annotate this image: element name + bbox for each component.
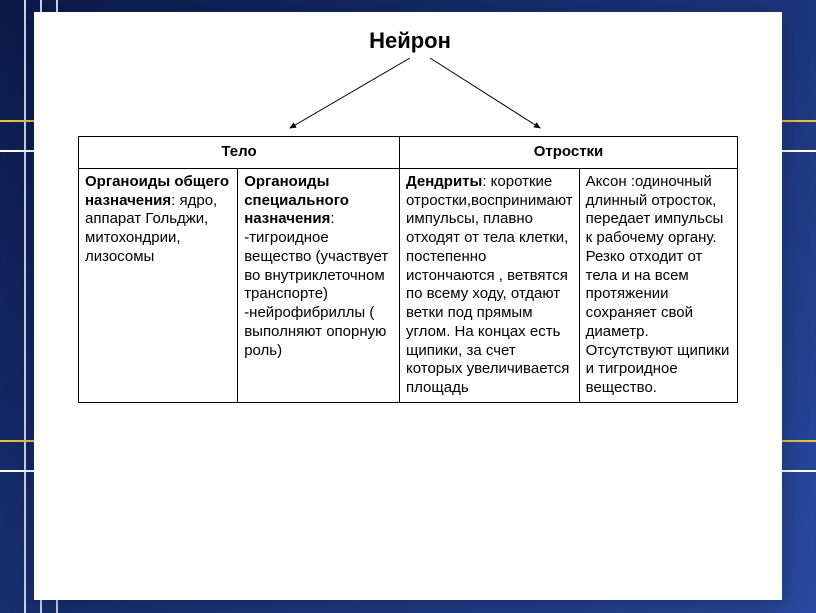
arrow-to-body [290,58,410,128]
cell-organelles-general: Органоиды общего назначения: ядро, аппар… [79,168,238,402]
header-processes: Отростки [400,137,738,169]
bg-vline-1 [24,0,26,613]
branch-arrows [100,50,720,140]
table-content-row: Органоиды общего назначения: ядро, аппар… [79,168,738,402]
neuron-table: Тело Отростки Органоиды общего назначени… [78,136,738,403]
header-body: Тело [79,137,400,169]
cell-organelles-special: Органоиды специального назначения:-тигро… [238,168,400,402]
cell-dendrites: Дендриты: короткие отростки,воспринимают… [400,168,580,402]
table-header-row: Тело Отростки [79,137,738,169]
cell-axon: Аксон :одиночный длинный отросток, перед… [579,168,737,402]
arrow-to-processes [430,58,540,128]
